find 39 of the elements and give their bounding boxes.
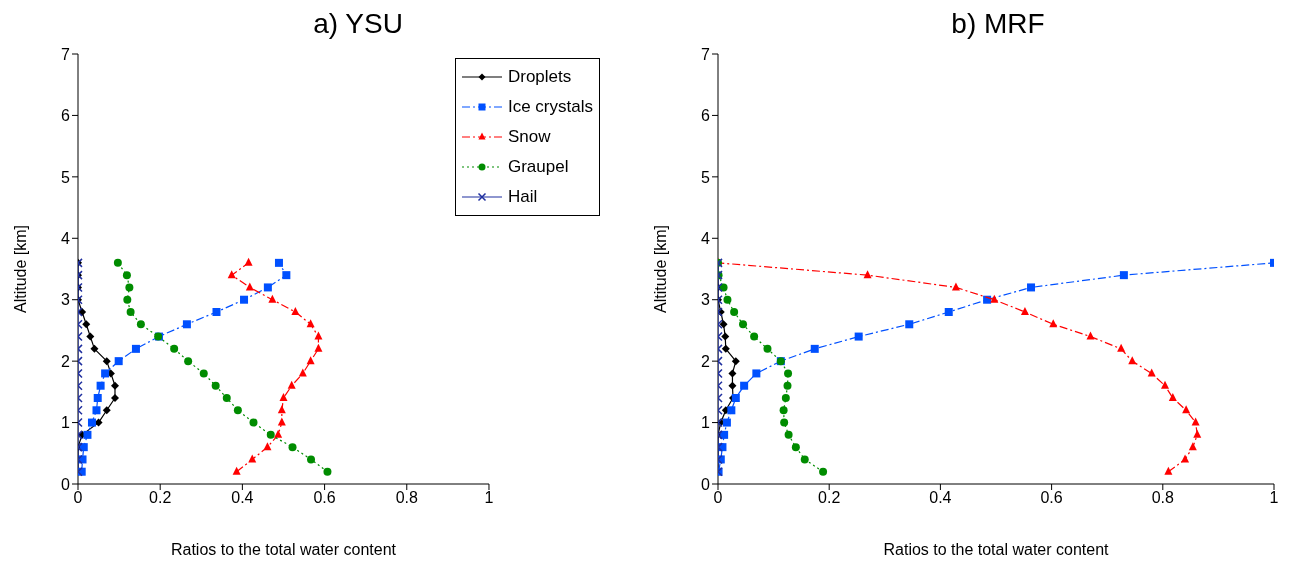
x-tick-label: 0.4 bbox=[231, 489, 254, 507]
legend-label: Hail bbox=[507, 187, 538, 207]
y-axis-title: Altitude [km] bbox=[11, 224, 29, 314]
legend-label: Droplets bbox=[507, 67, 572, 87]
x-tick-label: 0.2 bbox=[149, 489, 172, 507]
x-tick-label: 0 bbox=[73, 489, 83, 507]
chart-title: a) YSU bbox=[312, 8, 404, 41]
y-tick-label: 1 bbox=[61, 414, 71, 432]
y-tick-label: 2 bbox=[701, 352, 711, 370]
x-axis-title: Ratios to the total water content bbox=[170, 541, 397, 559]
y-tick-label: 7 bbox=[701, 45, 711, 63]
y-tick-label: 0 bbox=[61, 475, 71, 493]
y-tick-label: 6 bbox=[61, 107, 71, 125]
x-tick-label: 1 bbox=[1269, 489, 1279, 507]
y-tick-label: 6 bbox=[701, 107, 711, 125]
y-tick-label: 3 bbox=[61, 291, 71, 309]
chart-title: b) MRF bbox=[950, 8, 1046, 41]
y-tick-label: 1 bbox=[701, 414, 711, 432]
x-tick-label: 0.6 bbox=[1040, 489, 1063, 507]
x-axis-title: Ratios to the total water content bbox=[883, 541, 1110, 559]
y-tick-label: 4 bbox=[61, 229, 71, 247]
x-tick-label: 0.6 bbox=[313, 489, 336, 507]
y-tick-label: 2 bbox=[61, 352, 71, 370]
x-tick-label: 0.8 bbox=[395, 489, 418, 507]
y-tick-label: 3 bbox=[701, 291, 711, 309]
x-tick-label: 0 bbox=[713, 489, 723, 507]
legend-label: Snow bbox=[507, 127, 551, 147]
y-tick-label: 7 bbox=[61, 45, 71, 63]
x-tick-label: 0.8 bbox=[1151, 489, 1175, 507]
x-tick-label: 1 bbox=[484, 489, 494, 507]
legend-label: Ice crystals bbox=[507, 97, 593, 117]
y-tick-label: 5 bbox=[61, 168, 71, 186]
x-tick-label: 0.4 bbox=[929, 489, 952, 507]
x-tick-label: 0.2 bbox=[818, 489, 841, 507]
y-tick-label: 0 bbox=[701, 475, 711, 493]
legend-label: Graupel bbox=[507, 157, 569, 177]
y-tick-label: 5 bbox=[701, 168, 711, 186]
y-tick-label: 4 bbox=[701, 229, 711, 247]
y-axis-title: Altitude [km] bbox=[651, 224, 669, 314]
